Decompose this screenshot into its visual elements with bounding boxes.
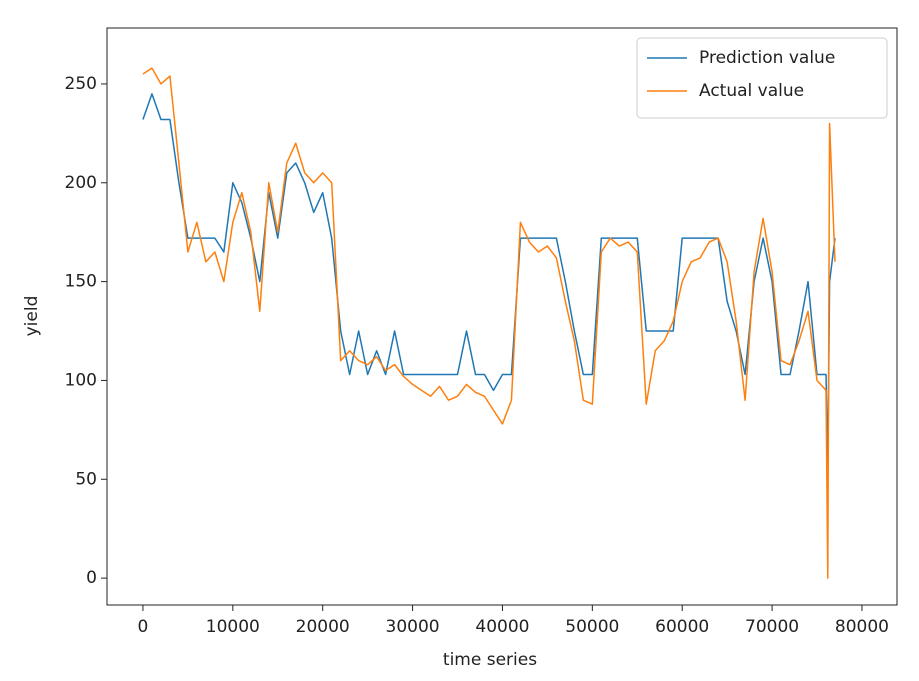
y-tick-label: 150 (65, 272, 97, 292)
y-tick-label: 0 (86, 568, 97, 588)
y-tick-label: 250 (65, 74, 97, 94)
plot-frame (106, 27, 898, 606)
x-tick-label: 10000 (206, 617, 260, 637)
legend-label: Prediction value (699, 48, 835, 68)
x-tick-label: 30000 (386, 617, 440, 637)
y-tick-label: 50 (75, 469, 97, 489)
x-axis-label: time series (443, 650, 537, 670)
y-tick-label: 200 (65, 173, 97, 193)
x-tick-label: 80000 (835, 617, 889, 637)
data-line (142, 67, 836, 579)
legend-box (636, 37, 888, 119)
x-tick-label: 40000 (475, 617, 529, 637)
x-tick-label: 20000 (296, 617, 350, 637)
x-tick-label: 60000 (655, 617, 709, 637)
data-line (142, 93, 836, 471)
x-tick-label: 50000 (565, 617, 619, 637)
x-tick-label: 70000 (745, 617, 799, 637)
x-tick-label: 0 (138, 617, 149, 637)
y-axis-label: yield (22, 296, 42, 337)
legend-label: Actual value (699, 81, 804, 101)
y-tick-label: 100 (65, 370, 97, 390)
